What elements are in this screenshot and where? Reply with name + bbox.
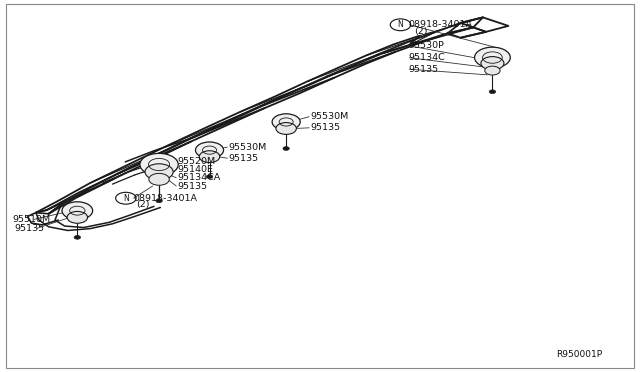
Text: 95520M: 95520M (177, 157, 216, 166)
Text: 95134C: 95134C (408, 53, 445, 62)
Circle shape (481, 57, 504, 70)
Text: R950001P: R950001P (556, 350, 602, 359)
Circle shape (195, 142, 223, 158)
Circle shape (489, 90, 495, 94)
Text: 95530P: 95530P (408, 41, 444, 51)
Circle shape (140, 153, 178, 176)
Circle shape (206, 175, 212, 179)
Circle shape (74, 235, 81, 239)
Circle shape (67, 211, 88, 223)
Text: 95135: 95135 (177, 182, 208, 190)
Text: 95530M: 95530M (310, 112, 349, 121)
Text: N: N (397, 20, 403, 29)
Circle shape (474, 47, 510, 68)
Text: 95530M: 95530M (228, 142, 267, 151)
Text: 95135: 95135 (408, 65, 438, 74)
Text: 08918-3401A: 08918-3401A (134, 194, 198, 203)
Circle shape (199, 151, 220, 163)
Text: N: N (123, 194, 129, 203)
Text: 95135: 95135 (15, 224, 45, 233)
Text: 95135: 95135 (228, 154, 259, 163)
Circle shape (145, 164, 173, 180)
Text: (2): (2) (136, 200, 150, 209)
Text: 95510M: 95510M (12, 215, 51, 224)
Circle shape (149, 173, 170, 185)
Circle shape (62, 202, 93, 219)
Circle shape (484, 66, 500, 75)
Text: 95135: 95135 (310, 123, 340, 132)
Circle shape (276, 122, 296, 134)
Circle shape (272, 114, 300, 130)
Circle shape (283, 147, 289, 150)
Text: 95134CA: 95134CA (177, 173, 221, 182)
Circle shape (156, 199, 163, 203)
Text: 08918-3401A: 08918-3401A (408, 20, 472, 29)
Text: (2): (2) (415, 26, 428, 36)
Text: 95140E: 95140E (177, 165, 214, 174)
